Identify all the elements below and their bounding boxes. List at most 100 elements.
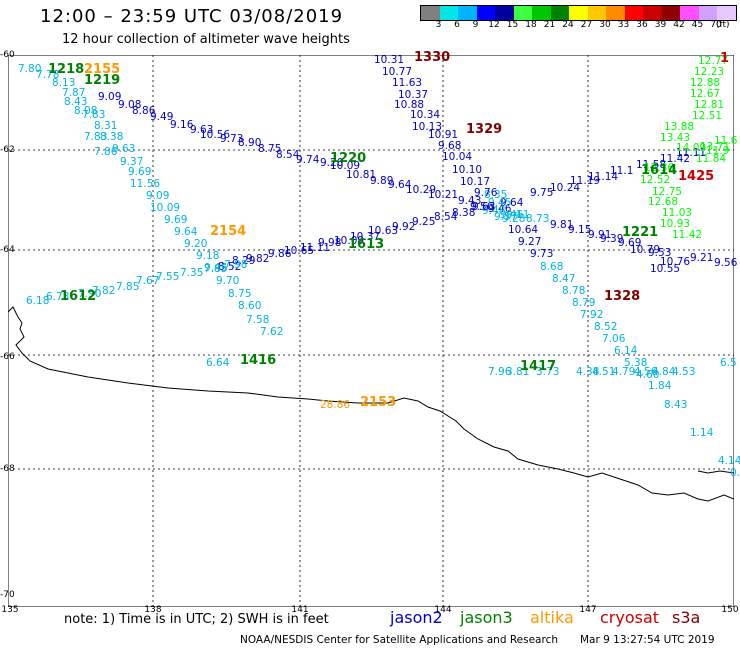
wave-height-value: 10.09	[334, 235, 365, 247]
map-frame	[8, 55, 734, 607]
wave-height-value: 9.39	[600, 233, 624, 245]
wave-height-value: 6.64	[206, 357, 230, 369]
wave-height-value: 12.75	[652, 186, 683, 198]
lat-label: -64	[0, 245, 15, 255]
wave-height-value: 11.6	[714, 135, 738, 147]
wave-height-value: 8.35	[484, 189, 508, 201]
color-scale-tick: 15	[506, 20, 519, 30]
wave-height-value: 8.75	[228, 288, 252, 300]
wave-height-value: 8.43	[664, 399, 688, 411]
wave-height-value: 12.67	[690, 88, 721, 100]
wave-height-value: 12.77	[698, 55, 729, 67]
wave-height-value: 4.60	[636, 369, 660, 381]
wave-height-value: 7.83	[82, 109, 106, 121]
wave-height-value: 10.79	[630, 244, 661, 256]
wave-height-value: 10.21	[428, 189, 459, 201]
wave-height-value: 4.51	[592, 366, 616, 378]
color-scale-unit: (ft)	[716, 20, 730, 30]
wave-height-value: 9.48	[482, 205, 506, 217]
color-scale-swatch	[439, 6, 458, 20]
wave-height-value: 11.14	[588, 171, 619, 183]
wave-height-value: 9.64	[174, 226, 198, 238]
wave-height-value: 8.47	[552, 273, 576, 285]
wave-height-value: 9.75	[530, 187, 554, 199]
wave-height-value: 3.73	[536, 366, 560, 378]
wave-height-value: 12.52	[640, 174, 671, 186]
wave-height-value: 10.24	[550, 182, 581, 194]
lat-label: -62	[0, 145, 15, 155]
wave-height-value: 4.14	[718, 455, 740, 467]
color-scale-tick: 42	[673, 20, 685, 30]
wave-height-value: 9.46	[500, 209, 524, 221]
wave-height-value: 11.56	[130, 178, 161, 190]
wave-height-value: 9.11	[506, 209, 530, 221]
wave-height-value: 10.81	[346, 169, 377, 181]
wave-height-value: 12.51	[692, 110, 723, 122]
color-scale-tick: 33	[617, 20, 630, 30]
lon-label: 144	[434, 605, 452, 615]
wave-height-value: 9.37	[494, 211, 518, 223]
wave-height-value: 10.37	[350, 231, 381, 243]
wave-height-value: 10.55	[650, 263, 681, 275]
wave-height-value: 0.8	[730, 467, 740, 479]
wave-height-value: 7.06	[602, 333, 626, 345]
wave-height-value: 9.92	[392, 221, 416, 233]
lon-label: 150	[721, 605, 739, 615]
color-scale-tick: 36	[636, 20, 648, 30]
wave-height-value: 4.56	[634, 366, 658, 378]
wave-height-value: 9.73	[220, 133, 244, 145]
wave-height-value: 9.64	[388, 179, 412, 191]
wave-height-value: 7.90	[78, 288, 102, 300]
wave-height-value: 10.17	[460, 176, 491, 188]
wave-height-value: 7.96	[488, 366, 512, 378]
pass-time-label: 2154	[210, 224, 247, 239]
wave-height-value: 7.87	[62, 87, 86, 99]
wave-height-value: 8.78	[562, 285, 586, 297]
page-subtitle: 12 hour collection of altimeter wave hei…	[62, 32, 350, 47]
color-scale-swatch	[680, 6, 699, 20]
color-scale-swatch	[569, 6, 588, 20]
wave-height-value: 10.88	[394, 99, 425, 111]
wave-height-value: 4.84	[652, 366, 676, 378]
wave-height-value: 13.71	[700, 141, 731, 153]
wave-height-value: 8.79	[572, 297, 596, 309]
wave-height-value: 9.68	[438, 140, 462, 152]
color-scale-tick: 30	[599, 20, 611, 30]
wave-height-value: 8.54	[276, 149, 300, 161]
color-scale-swatch	[661, 6, 680, 20]
wave-height-value: 8.73	[526, 213, 550, 225]
wave-height-value: 6.73	[46, 291, 70, 303]
wave-height-value: 10.65	[284, 245, 315, 257]
wave-height-value: 8.38	[452, 207, 476, 219]
wave-height-value: 9.45	[488, 197, 512, 209]
color-scale-tick: 3	[435, 20, 442, 30]
wave-height-value: 10.09	[150, 202, 181, 214]
wave-height-value: 7.85	[204, 263, 228, 275]
wave-height-value: 4.53	[672, 366, 696, 378]
wave-height-value: 10.76	[660, 256, 691, 268]
wave-height-value: 9.53	[648, 247, 672, 259]
wave-height-value: 1.14	[690, 427, 714, 439]
generated-timestamp: Mar 9 13:27:54 UTC 2019	[580, 634, 715, 646]
legend-s3a: s3a	[672, 608, 701, 627]
lat-label: -68	[0, 464, 15, 474]
wave-height-value: 10.37	[398, 89, 429, 101]
color-scale-swatch	[421, 6, 440, 20]
color-scale-tick: 6	[454, 20, 460, 30]
wave-height-value: 9.16	[170, 119, 194, 131]
wave-height-value: 12.81	[694, 99, 725, 111]
wave-height-value: 14.09	[676, 142, 707, 154]
pass-time-label: 1328	[604, 289, 641, 304]
graticule	[8, 55, 734, 607]
pass-time-label: 1425	[678, 169, 715, 184]
color-scale-labels: 3 6 9 12 15 18 21 24 27 30 33 36 39 42 45 70	[420, 20, 740, 32]
wave-height-value: 9.63	[472, 201, 496, 213]
wave-height-value: 7.85	[116, 281, 140, 293]
color-scale-tick: 21	[543, 20, 556, 30]
color-scale-tick: 9	[472, 20, 479, 30]
legend-jason2: jason2	[390, 608, 443, 627]
wave-height-value: 7.55	[156, 271, 180, 283]
wave-height-value: 7.80	[18, 63, 42, 75]
color-scale-swatch	[606, 6, 625, 20]
